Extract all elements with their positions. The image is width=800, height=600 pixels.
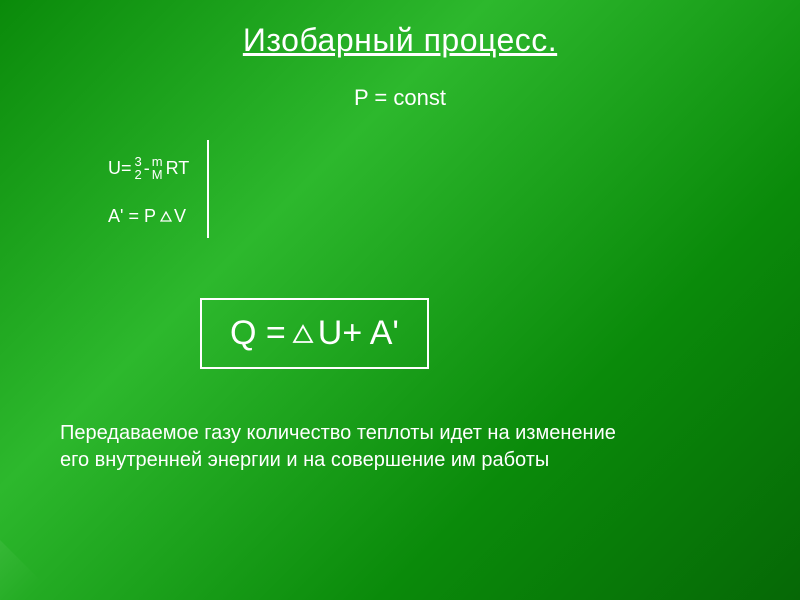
delta-triangle-icon xyxy=(292,314,314,353)
caption-line-2: его внутренней энергии и на совершение и… xyxy=(60,449,549,471)
work-delta-var: V xyxy=(174,206,186,227)
delta-triangle-icon xyxy=(160,206,172,227)
internal-energy-formula: U= 3 2 - m M RT xyxy=(108,152,189,186)
fraction-m-over-M: m M xyxy=(152,155,163,182)
slide: Изобарный процесс. P = const U= 3 2 - m … xyxy=(0,0,800,600)
main-eq-plus: + A' xyxy=(342,314,399,353)
main-eq-delta-var: U xyxy=(318,314,343,353)
work-lhs: A' = P xyxy=(108,206,156,227)
main-equation-box: Q = U + A' xyxy=(200,298,429,369)
caption-line-1: Передаваемое газу количество теплоты иде… xyxy=(60,422,616,444)
explanation-text: Передаваемое газу количество теплоты иде… xyxy=(60,420,740,474)
main-eq-lhs: Q = xyxy=(230,314,286,353)
fraction-separator: - xyxy=(144,159,150,177)
frac1-den: 2 xyxy=(135,168,142,181)
frac2-den: M xyxy=(152,168,163,181)
derivation-block: U= 3 2 - m M RT A' = P V xyxy=(108,140,209,238)
corner-fold-decoration xyxy=(0,540,60,600)
u-prefix: U= xyxy=(108,158,132,179)
u-suffix: RT xyxy=(166,158,190,179)
fraction-group: 3 2 - m M xyxy=(135,155,163,182)
fraction-three-halves: 3 2 xyxy=(135,155,142,182)
slide-title: Изобарный процесс. xyxy=(0,22,800,59)
condition-formula: P = const xyxy=(0,85,800,111)
work-formula: A' = P V xyxy=(108,206,189,227)
